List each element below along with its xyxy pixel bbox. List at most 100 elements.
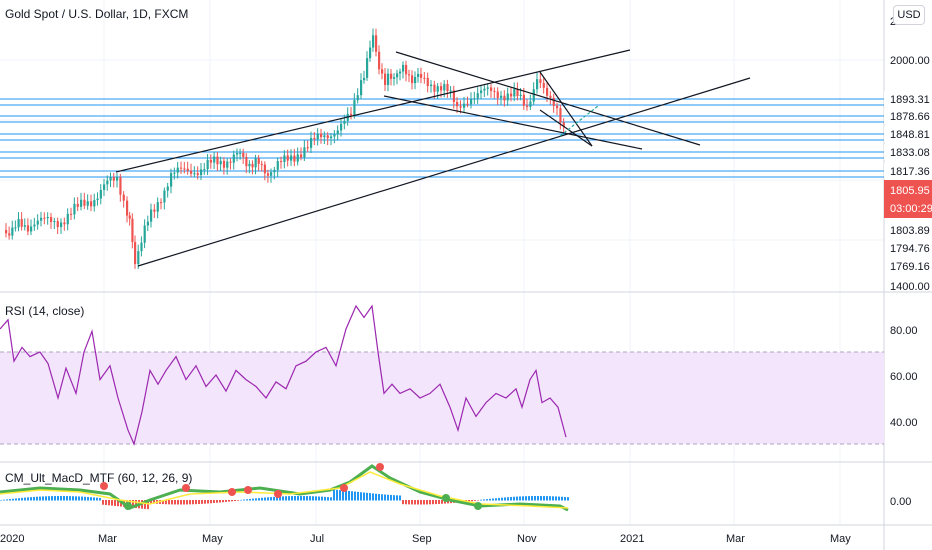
candle-body xyxy=(260,163,263,165)
candle-body xyxy=(456,101,459,107)
macd-histogram-bar xyxy=(306,496,308,501)
macd-histogram-bar xyxy=(0,500,2,501)
macd-histogram-bar xyxy=(297,496,299,501)
macd-series[interactable] xyxy=(0,463,569,512)
candle-body xyxy=(542,82,545,88)
candle-body xyxy=(483,88,486,91)
macd-histogram-bar xyxy=(312,496,314,501)
candle-body xyxy=(300,154,303,158)
rsi-label: RSI (14, close) xyxy=(5,304,84,318)
rsi-tick: 60.00 xyxy=(890,371,918,383)
candle-body xyxy=(226,161,229,168)
candle-body xyxy=(323,135,326,138)
time-label: May xyxy=(202,533,223,545)
trend-lines[interactable] xyxy=(115,49,751,267)
candle-body xyxy=(163,190,166,203)
candle-body xyxy=(532,89,535,102)
trend-line-descending-top xyxy=(395,51,701,146)
macd-histogram-bar xyxy=(144,500,146,509)
rsi-axis[interactable]: 80.00 60.00 40.00 xyxy=(890,325,918,429)
macd-histogram-bar xyxy=(354,491,356,501)
candle-body xyxy=(8,233,11,236)
currency-button[interactable]: USD xyxy=(893,5,925,25)
trend-line-upper-channel xyxy=(115,49,631,173)
candle-body xyxy=(11,227,14,236)
macd-histogram-bar xyxy=(81,496,83,501)
macd-histogram-bar xyxy=(246,499,248,501)
macd-histogram-bar xyxy=(258,498,260,501)
macd-signal-line xyxy=(0,471,569,509)
candle-body xyxy=(263,164,267,174)
candle-body xyxy=(76,203,79,207)
candle-body xyxy=(43,217,46,219)
macd-histogram-bar xyxy=(15,498,17,501)
macd-tick[interactable]: 0.00 xyxy=(890,496,911,508)
macd-histogram-bar xyxy=(414,500,416,505)
rsi-band xyxy=(0,352,884,444)
candle-body xyxy=(503,95,506,101)
macd-histogram-bar xyxy=(396,495,398,501)
candle-body xyxy=(180,167,183,169)
macd-histogram-bar xyxy=(345,490,347,501)
macd-histogram-bar xyxy=(300,496,302,501)
macd-histogram-bar xyxy=(501,497,503,501)
candle-body xyxy=(436,86,439,92)
trend-line-triangle-side xyxy=(539,109,593,147)
macd-histogram-bar xyxy=(543,496,545,501)
candle-body xyxy=(146,221,149,226)
time-label: Jul xyxy=(310,533,324,545)
candle-body xyxy=(320,133,323,138)
candle-body xyxy=(463,103,466,108)
macd-histogram-bar xyxy=(234,500,236,501)
candle-body xyxy=(239,152,242,154)
macd-histogram-bar xyxy=(528,496,530,501)
candle-body xyxy=(546,87,549,96)
candle-body xyxy=(423,77,426,79)
macd-histogram-bar xyxy=(6,499,8,501)
macd-histogram-bar xyxy=(87,496,89,501)
macd-histogram-bar xyxy=(549,496,551,501)
macd-histogram-bar xyxy=(69,496,71,501)
candle-body xyxy=(310,137,313,148)
candle-body xyxy=(60,222,63,228)
candle-body xyxy=(378,51,381,70)
macd-histogram-bar xyxy=(18,498,20,501)
candlestick-series[interactable] xyxy=(5,28,565,270)
candle-body xyxy=(73,203,76,215)
macd-histogram-bar xyxy=(285,496,287,501)
candle-body xyxy=(86,201,89,206)
price-tag: 1794.76 xyxy=(890,243,930,255)
macd-histogram-bar xyxy=(192,500,194,505)
macd-cross-dot xyxy=(244,486,252,494)
time-axis[interactable]: 2020 Mar May Jul Sep Nov 2021 Mar May xyxy=(0,533,851,545)
macd-histogram-bar xyxy=(171,500,173,505)
candle-body xyxy=(496,91,499,98)
candle-body xyxy=(313,137,316,140)
candle-body xyxy=(293,155,296,162)
candle-body xyxy=(14,227,17,229)
macd-histogram-bar xyxy=(357,491,359,501)
macd-histogram-bar xyxy=(363,492,365,501)
macd-histogram-bar xyxy=(93,497,95,501)
candle-body xyxy=(353,100,356,116)
candle-body xyxy=(66,213,69,225)
candle-body xyxy=(330,136,333,139)
candle-body xyxy=(203,169,206,171)
candle-body xyxy=(303,147,306,158)
countdown: 03:00:29 xyxy=(890,203,932,215)
rsi-line[interactable] xyxy=(0,304,567,446)
macd-histogram-bar xyxy=(387,494,389,501)
candle-body xyxy=(170,173,173,187)
level-tag: 1893.31 xyxy=(890,94,930,106)
macd-histogram-bar xyxy=(30,497,32,501)
macd-histogram-bar xyxy=(216,500,218,503)
macd-histogram-bar xyxy=(63,496,65,501)
macd-histogram-bar xyxy=(372,493,374,501)
candle-body xyxy=(140,242,143,252)
macd-cross-dot xyxy=(274,490,282,498)
macd-histogram-bar xyxy=(219,500,221,503)
macd-histogram-bar xyxy=(324,496,326,501)
horizontal-levels[interactable] xyxy=(0,98,884,178)
trend-line-descending-bottom xyxy=(383,95,643,150)
